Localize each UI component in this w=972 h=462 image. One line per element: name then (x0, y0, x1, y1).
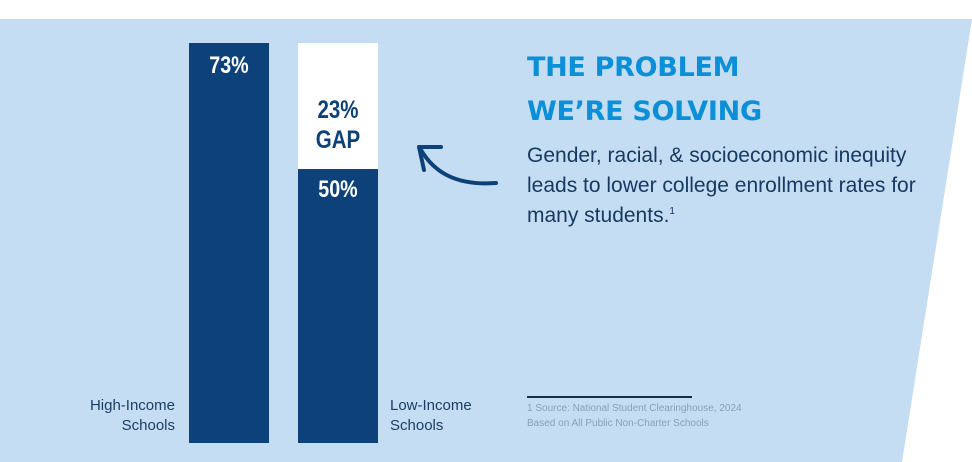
gap-word: GAP (315, 126, 361, 154)
bar-gap-segment (298, 43, 378, 170)
headline-line-2: WE’RE SOLVING (527, 96, 762, 127)
curved-arrow-icon (419, 148, 498, 186)
bar-value-label-low: 50% (318, 176, 358, 204)
arrow-head-icon (417, 145, 443, 172)
source-note: Based on All Public Non-Charter Schools (527, 418, 709, 429)
bar-high-income (189, 43, 269, 443)
source-citation: 1 Source: National Student Clearinghouse… (527, 403, 742, 414)
category-label-low-income: Low-Income Schools (390, 397, 472, 434)
headline: THE PROBLEM WE’RE SOLVING (527, 46, 762, 134)
bar-low-income (298, 169, 378, 443)
footnote-marker: 1 (669, 206, 675, 217)
category-label-high-income: High-Income Schools (89, 397, 175, 434)
gap-label: 23% GAP (305, 95, 371, 155)
headline-line-1: THE PROBLEM (527, 52, 740, 83)
body-text: Gender, racial, & socioeconomic inequity… (527, 141, 927, 231)
source-divider (527, 396, 692, 398)
bar-value-label-high: 73% (209, 52, 249, 79)
body-text-content: Gender, racial, & socioeconomic inequity… (527, 144, 916, 227)
gap-value: 23% (317, 96, 359, 124)
